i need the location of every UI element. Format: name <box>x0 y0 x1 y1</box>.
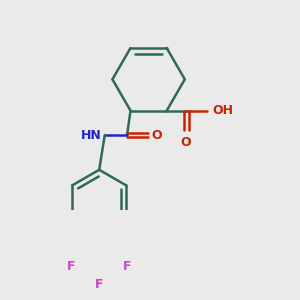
Text: HN: HN <box>80 128 101 142</box>
Text: F: F <box>95 278 103 291</box>
Text: O: O <box>181 136 191 149</box>
Text: F: F <box>123 260 131 273</box>
Text: O: O <box>152 128 162 142</box>
Text: F: F <box>67 260 76 273</box>
Text: OH: OH <box>213 104 234 117</box>
